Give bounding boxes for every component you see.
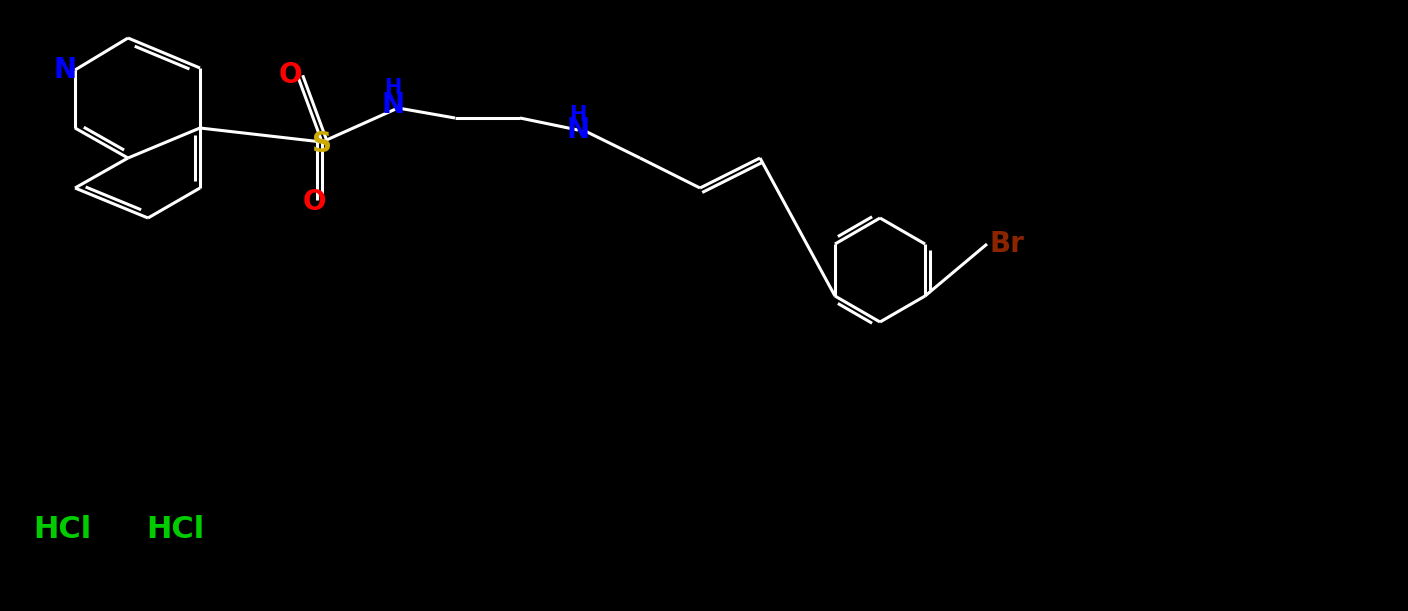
Text: Br: Br	[990, 230, 1025, 258]
Text: HCl: HCl	[32, 516, 92, 544]
Text: N: N	[382, 91, 404, 119]
Text: O: O	[279, 61, 301, 89]
Text: N: N	[566, 116, 590, 144]
Text: HCl: HCl	[146, 516, 204, 544]
Text: H: H	[384, 78, 401, 98]
Text: H: H	[569, 105, 587, 125]
Text: O: O	[303, 188, 325, 216]
Text: S: S	[313, 130, 332, 158]
Text: N: N	[54, 56, 76, 84]
